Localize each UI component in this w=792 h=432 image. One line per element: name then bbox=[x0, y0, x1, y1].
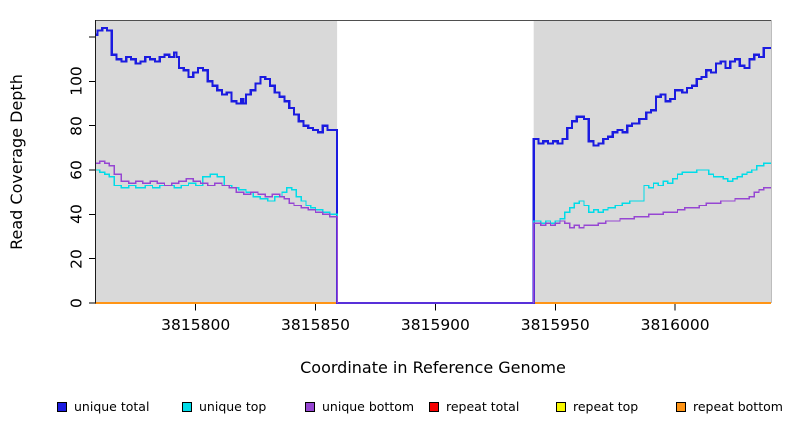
y-tick-label: 0 bbox=[67, 298, 86, 308]
series-line-unique-top bbox=[95, 162, 771, 304]
y-tick-label: 100 bbox=[67, 66, 86, 97]
x-tick-label: 3816000 bbox=[640, 316, 710, 334]
legend-label: unique bottom bbox=[322, 399, 415, 414]
y-axis-title: Read Coverage Depth bbox=[7, 74, 26, 250]
x-tick-label: 3815850 bbox=[281, 316, 351, 334]
legend-swatch-icon bbox=[57, 402, 67, 412]
legend-swatch-icon bbox=[182, 402, 192, 412]
series-line-unique-bottom bbox=[95, 160, 771, 304]
x-tick-label: 3815900 bbox=[400, 316, 470, 334]
legend-label: repeat top bbox=[573, 399, 639, 414]
x-tick-label: 3815800 bbox=[161, 316, 231, 334]
legend-label: repeat bottom bbox=[693, 399, 783, 414]
y-tick-label: 60 bbox=[67, 160, 86, 180]
x-tick-label: 3815950 bbox=[520, 316, 590, 334]
y-tick-label: 80 bbox=[67, 115, 86, 136]
legend-swatch-icon bbox=[305, 402, 315, 412]
y-tick-label: 40 bbox=[67, 204, 86, 225]
legend-swatch-icon bbox=[676, 402, 686, 412]
no-data-gap bbox=[337, 20, 534, 303]
legend-swatch-icon bbox=[556, 402, 566, 412]
legend-swatch-icon bbox=[429, 402, 439, 412]
legend-label: unique total bbox=[74, 399, 150, 414]
legend-label: repeat total bbox=[446, 399, 520, 414]
legend-label: unique top bbox=[199, 399, 267, 414]
x-axis-title: Coordinate in Reference Genome bbox=[300, 358, 566, 377]
y-tick-label: 20 bbox=[67, 248, 86, 269]
series-line-unique-total bbox=[95, 27, 771, 305]
